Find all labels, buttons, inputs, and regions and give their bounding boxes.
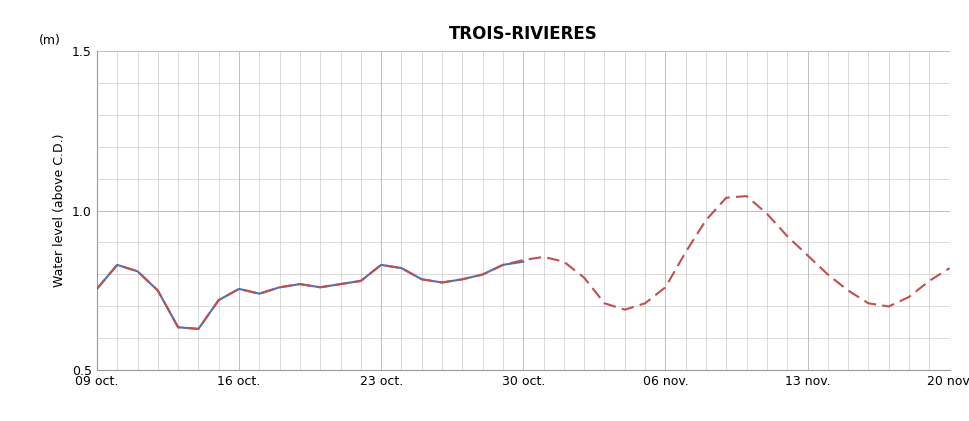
Title: TROIS-RIVIERES: TROIS-RIVIERES — [449, 25, 598, 43]
Text: (m): (m) — [39, 35, 61, 47]
Y-axis label: Water level (above C.D.): Water level (above C.D.) — [53, 134, 67, 287]
